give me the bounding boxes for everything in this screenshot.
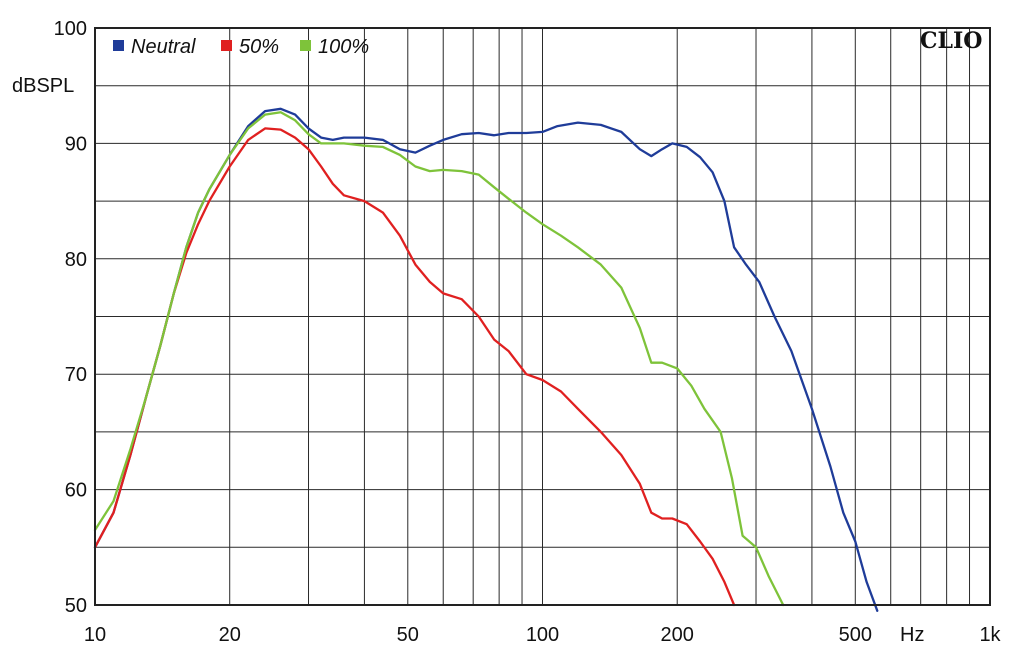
brand-logo: CLIO bbox=[920, 28, 982, 54]
legend-label-50: 50% bbox=[239, 36, 279, 58]
x-tick-label: 50 bbox=[397, 624, 419, 646]
series-line-100 bbox=[93, 111, 785, 607]
y-tick-label: 60 bbox=[65, 480, 87, 502]
x-tick-label: 100 bbox=[526, 624, 559, 646]
y-axis-label: dBSPL bbox=[12, 75, 74, 97]
plot-frame bbox=[94, 27, 991, 606]
grid-lines bbox=[95, 28, 990, 605]
series-layer bbox=[93, 107, 879, 612]
x-tick-label: 10 bbox=[84, 624, 106, 646]
legend-swatch-50 bbox=[221, 40, 232, 51]
y-tick-label: 90 bbox=[65, 133, 87, 155]
y-tick-label: 50 bbox=[65, 595, 87, 617]
x-tick-label: 500 bbox=[839, 624, 872, 646]
legend-swatch-100 bbox=[300, 40, 311, 51]
y-tick-label: 70 bbox=[65, 364, 87, 386]
x-tick-label: 1k bbox=[979, 624, 1001, 646]
legend-swatch-neutral bbox=[113, 40, 124, 51]
series-line-50 bbox=[93, 127, 736, 607]
x-tick-label: 200 bbox=[661, 624, 694, 646]
y-tick-label: 100 bbox=[54, 18, 87, 40]
x-tick-label: 20 bbox=[219, 624, 241, 646]
x-unit-label: Hz bbox=[900, 624, 924, 646]
legend-label-neutral: Neutral bbox=[131, 36, 196, 58]
tick-labels: 100 90 80 70 60 50 10 20 50 100 200 500 1k bbox=[54, 18, 1002, 646]
y-tick-label: 80 bbox=[65, 249, 87, 271]
legend: Neutral 50% 100% bbox=[113, 36, 369, 58]
legend-label-100: 100% bbox=[318, 36, 369, 58]
